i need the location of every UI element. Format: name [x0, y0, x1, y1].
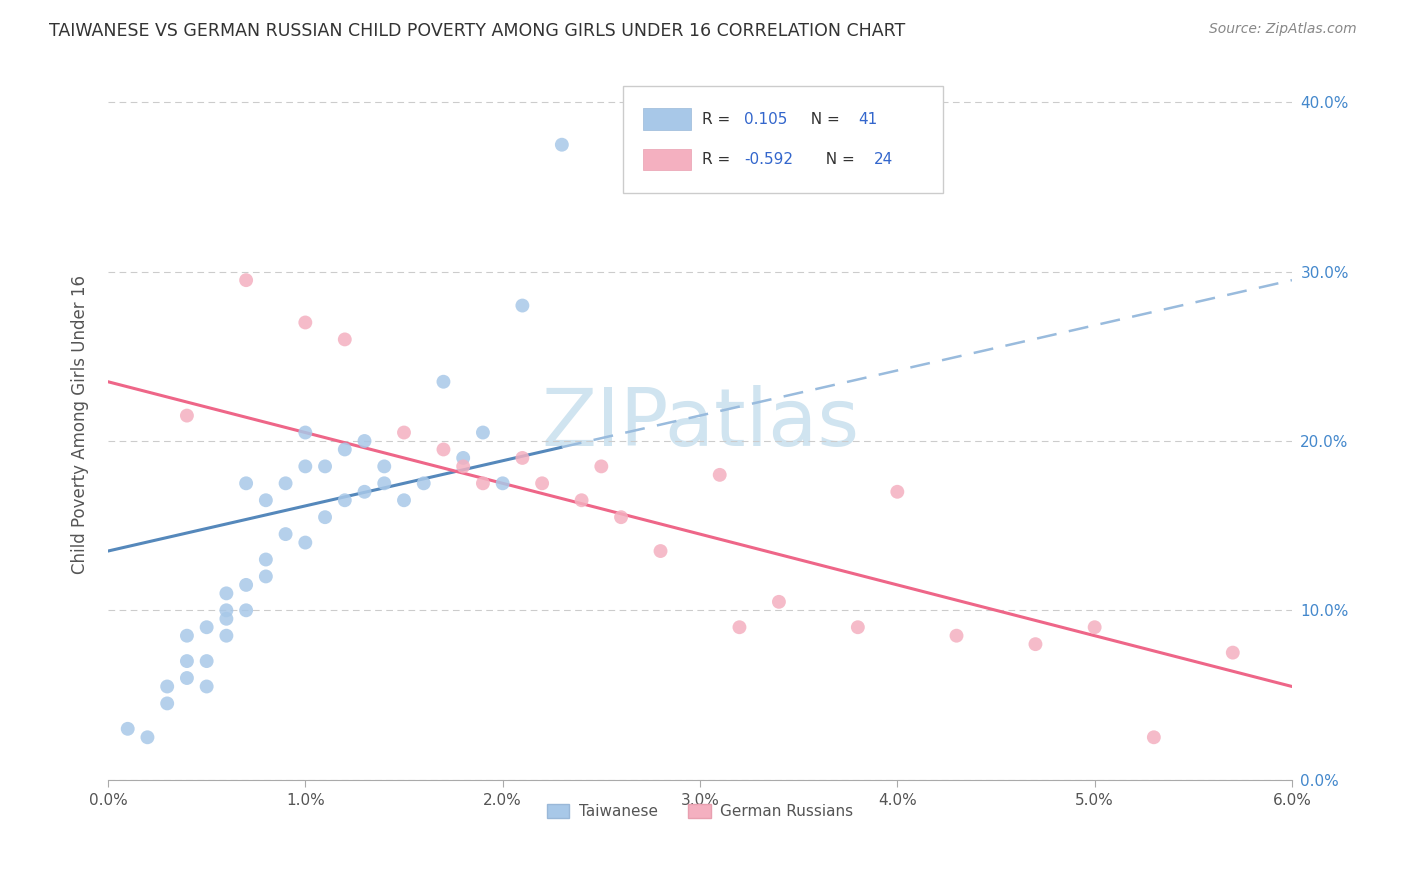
Point — [1084, 620, 1107, 634]
Text: N =: N = — [800, 112, 844, 127]
Point — [235, 273, 257, 287]
Point — [412, 476, 434, 491]
Point — [432, 442, 454, 457]
Point — [392, 425, 415, 440]
Point — [176, 654, 198, 668]
Point — [768, 595, 790, 609]
Point — [451, 450, 474, 465]
Point — [176, 409, 198, 423]
Point — [254, 493, 277, 508]
Point — [176, 671, 198, 685]
Text: R =: R = — [703, 112, 735, 127]
Point — [571, 493, 593, 508]
Point — [333, 333, 356, 347]
Point — [294, 535, 316, 549]
Point — [274, 527, 297, 541]
Point — [254, 569, 277, 583]
Point — [156, 697, 179, 711]
Point — [215, 586, 238, 600]
Point — [471, 476, 494, 491]
Point — [156, 680, 179, 694]
Point — [451, 459, 474, 474]
Legend: Taiwanese, German Russians: Taiwanese, German Russians — [540, 798, 859, 825]
Point — [373, 476, 395, 491]
Point — [432, 375, 454, 389]
Point — [373, 459, 395, 474]
Point — [1024, 637, 1046, 651]
Point — [492, 476, 515, 491]
Point — [333, 442, 356, 457]
Point — [235, 476, 257, 491]
Point — [392, 493, 415, 508]
Point — [117, 722, 139, 736]
Point — [531, 476, 554, 491]
Point — [886, 484, 908, 499]
Point — [294, 459, 316, 474]
Point — [610, 510, 633, 524]
Point — [353, 434, 375, 448]
Point — [215, 612, 238, 626]
Point — [709, 467, 731, 482]
Point — [195, 654, 218, 668]
Point — [195, 680, 218, 694]
Point — [215, 629, 238, 643]
Text: 0.105: 0.105 — [744, 112, 787, 127]
Point — [235, 578, 257, 592]
FancyBboxPatch shape — [623, 87, 942, 193]
Point — [274, 476, 297, 491]
Point — [945, 629, 967, 643]
Point — [512, 450, 534, 465]
Point — [333, 493, 356, 508]
Point — [195, 620, 218, 634]
Point — [235, 603, 257, 617]
Text: 24: 24 — [875, 152, 893, 167]
Point — [1143, 731, 1166, 745]
Bar — [643, 108, 690, 129]
Y-axis label: Child Poverty Among Girls Under 16: Child Poverty Among Girls Under 16 — [72, 275, 89, 574]
Point — [728, 620, 751, 634]
Text: N =: N = — [815, 152, 859, 167]
Point — [551, 137, 574, 152]
Text: Source: ZipAtlas.com: Source: ZipAtlas.com — [1209, 22, 1357, 37]
Text: ZIPatlas: ZIPatlas — [541, 385, 859, 463]
Point — [314, 510, 336, 524]
Point — [176, 629, 198, 643]
Text: TAIWANESE VS GERMAN RUSSIAN CHILD POVERTY AMONG GIRLS UNDER 16 CORRELATION CHART: TAIWANESE VS GERMAN RUSSIAN CHILD POVERT… — [49, 22, 905, 40]
Text: 41: 41 — [859, 112, 877, 127]
Point — [353, 484, 375, 499]
Point — [846, 620, 869, 634]
Point — [1222, 646, 1244, 660]
Point — [591, 459, 613, 474]
Point — [471, 425, 494, 440]
Point — [512, 299, 534, 313]
Bar — [643, 149, 690, 170]
Point — [136, 731, 159, 745]
Point — [254, 552, 277, 566]
Text: R =: R = — [703, 152, 735, 167]
Point — [215, 603, 238, 617]
Point — [314, 459, 336, 474]
Text: -0.592: -0.592 — [744, 152, 793, 167]
Point — [650, 544, 672, 558]
Point — [294, 316, 316, 330]
Point — [294, 425, 316, 440]
